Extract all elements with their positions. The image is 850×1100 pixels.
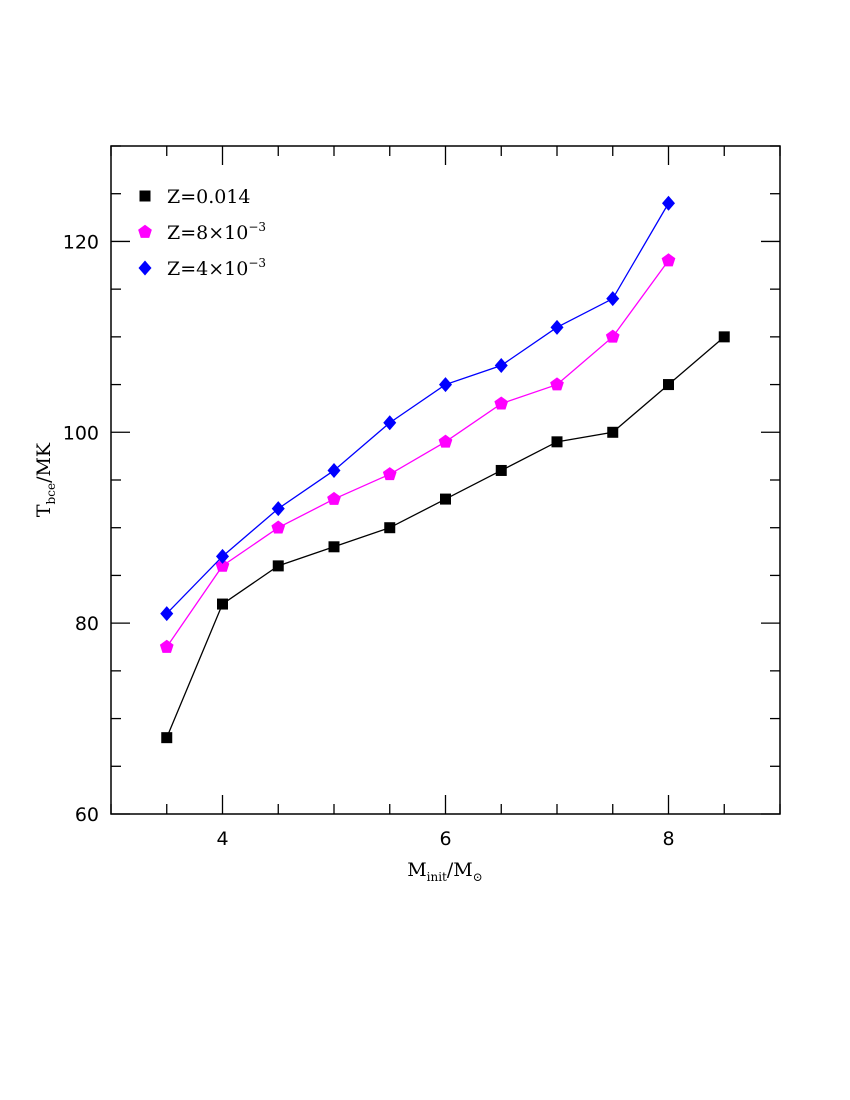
data-point [663, 379, 674, 391]
data-point [384, 522, 396, 534]
data-point [718, 331, 730, 343]
data-point [328, 541, 340, 553]
data-point [440, 493, 451, 505]
legend-marker [138, 224, 152, 238]
x-tick-label: 8 [662, 828, 674, 850]
legend-item: Z=8×10−3 [138, 220, 266, 244]
y-axis-label: Tbce/MK [33, 442, 58, 517]
data-point [327, 462, 341, 478]
legend-item: Z=4×10−3 [138, 256, 266, 280]
data-point [216, 548, 229, 564]
data-point [551, 436, 563, 448]
data-point [661, 253, 676, 267]
legend-item: Z=0.014 [139, 186, 251, 208]
series-2 [160, 195, 675, 622]
data-point [217, 598, 228, 610]
data-point [662, 195, 675, 211]
data-point [607, 426, 619, 438]
series-1 [159, 253, 676, 653]
x-tick-label: 6 [439, 828, 451, 850]
data-point [161, 732, 173, 744]
data-point [550, 319, 564, 335]
legend-marker [139, 190, 151, 202]
data-point [438, 434, 453, 448]
data-point [606, 291, 620, 307]
series-layer [159, 195, 730, 744]
y-tick-label: 60 [75, 804, 99, 826]
data-point [160, 606, 174, 622]
legend-marker [138, 260, 152, 276]
axis-ticks [110, 145, 781, 815]
data-point [272, 560, 284, 572]
data-point [494, 357, 508, 373]
x-axis-label-sep: /M [447, 859, 473, 881]
y-axis-label-sub: bce [44, 483, 58, 505]
axis-tick-labels: 4 6 8 60 80 100 120 [63, 231, 675, 850]
series-line [166, 202, 670, 615]
x-axis-label-sub2: ⊙ [473, 870, 483, 884]
legend-label: Z=0.014 [167, 186, 251, 208]
data-point [215, 558, 230, 572]
data-point [382, 467, 397, 481]
data-point [495, 464, 507, 476]
series-0 [161, 331, 730, 744]
data-point [383, 415, 397, 431]
data-point [439, 377, 452, 393]
y-tick-label: 120 [63, 231, 99, 253]
y-tick-label: 100 [63, 422, 99, 444]
legend-label: Z=8×10−3 [167, 220, 266, 244]
plot-frame [110, 145, 781, 815]
data-point [271, 501, 285, 517]
legend-label: Z=4×10−3 [167, 256, 266, 280]
series-line [166, 260, 670, 648]
x-tick-label: 4 [216, 828, 228, 850]
data-point [550, 377, 564, 391]
y-axis-label-main: T [33, 504, 55, 517]
data-point [605, 329, 620, 343]
data-point [327, 491, 341, 505]
y-axis-label-rest: /MK [33, 442, 55, 483]
legend: Z=0.014 Z=8×10−3 Z=4×10−3 [138, 186, 266, 280]
x-axis-label: Minit/M⊙ [407, 859, 483, 884]
x-axis-label-sub: init [427, 870, 447, 884]
x-axis-label-main: M [407, 859, 426, 881]
data-point [494, 396, 509, 410]
series-line [166, 336, 725, 738]
data-point [159, 639, 174, 653]
y-tick-label: 80 [75, 613, 99, 635]
data-point [271, 520, 286, 534]
